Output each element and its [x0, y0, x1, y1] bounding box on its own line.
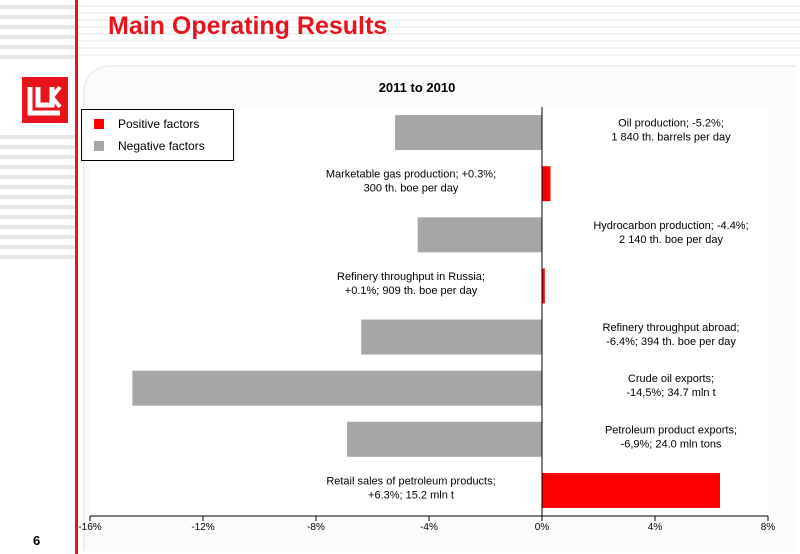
legend-swatch-negative	[94, 141, 104, 151]
x-tick-label: -16%	[78, 522, 101, 533]
bar-label-line: Refinery throughput abroad;	[603, 322, 740, 334]
bar-label-3: Hydrocarbon production; -4.4%; 2 140 th. …	[593, 220, 748, 246]
bar-8	[542, 472, 720, 508]
bar-label-line: 1 840 th. barrels per day	[611, 132, 731, 144]
bar-label-line: -14,5%; 34.7 mln t	[626, 387, 715, 399]
chart-legend: Positive factors Negative factors	[81, 109, 234, 161]
labels-group: Oil production; -5.2%; 1 840 th. barrels …	[326, 118, 749, 502]
x-tick-label: 8%	[761, 522, 776, 533]
page-number: 6	[33, 533, 41, 548]
bar-1	[395, 115, 542, 151]
bar-label-7: Petroleum product exports; -6,9%; 24.0 ml…	[605, 424, 737, 450]
x-tick-label: 4%	[648, 522, 663, 533]
bar-label-line: Crude oil exports;	[628, 373, 714, 385]
x-tick-label: -12%	[191, 522, 214, 533]
legend-label-negative: Negative factors	[118, 139, 205, 153]
bar-label-line: Refinery throughput in Russia;	[337, 271, 485, 283]
x-tick-label: -4%	[420, 522, 438, 533]
bar-label-line: 300 th. boe per day	[364, 183, 459, 195]
bar-label-line: Marketable gas production; +0.3%;	[326, 169, 496, 181]
bar-label-line: Hydrocarbon production; -4.4%;	[593, 220, 748, 232]
bar-label-line: Oil production; -5.2%;	[618, 118, 724, 130]
chart-title: 2011 to 2010	[379, 80, 456, 95]
x-tick-label: -8%	[307, 522, 325, 533]
bar-label-line: Retail sales of petroleum products;	[326, 475, 495, 487]
lukoil-logo-mark	[22, 77, 68, 123]
bar-label-1: Oil production; -5.2%; 1 840 th. barrels …	[611, 118, 731, 144]
bar-label-8: Retail sales of petroleum products; +6.3%…	[326, 475, 495, 501]
bar-label-line: -6.4%; 394 th. boe per day	[606, 336, 736, 348]
header-background	[78, 0, 800, 60]
legend-swatch-positive	[94, 119, 104, 129]
bar-2	[542, 166, 551, 202]
bar-label-line: +0.1%; 909 th. boe per day	[345, 285, 478, 297]
legend-item-positive: Positive factors	[94, 117, 199, 131]
bar-6	[132, 370, 542, 406]
bar-label-4: Refinery throughput in Russia; +0.1%; 909…	[337, 271, 485, 297]
sidebar-divider	[75, 0, 78, 554]
x-tick-label: 0%	[535, 522, 550, 533]
bars-group	[132, 115, 720, 508]
legend-item-negative: Negative factors	[94, 139, 205, 153]
legend-label-positive: Positive factors	[118, 117, 200, 131]
page-title: Main Operating Results	[108, 12, 388, 40]
bar-label-line: 2 140 th. boe per day	[619, 234, 723, 246]
bar-7	[347, 421, 542, 457]
bar-5	[361, 319, 542, 355]
bar-label-line: +6.3%; 15.2 mln t	[368, 489, 454, 501]
lukoil-logo	[22, 77, 68, 123]
bar-label-6: Crude oil exports; -14,5%; 34.7 mln t	[626, 373, 715, 399]
bar-label-5: Refinery throughput abroad; -6.4%; 394 th…	[603, 322, 740, 348]
bar-3	[417, 217, 542, 253]
bar-4	[542, 268, 545, 304]
x-axis: -16% -12% -8% -4% 0% 4% 8%	[78, 107, 775, 533]
bar-label-line: -6,9%; 24.0 mln tons	[621, 438, 722, 450]
bar-label-line: Petroleum product exports;	[605, 424, 737, 436]
bar-label-2: Marketable gas production; +0.3%; 300 th.…	[326, 169, 496, 195]
